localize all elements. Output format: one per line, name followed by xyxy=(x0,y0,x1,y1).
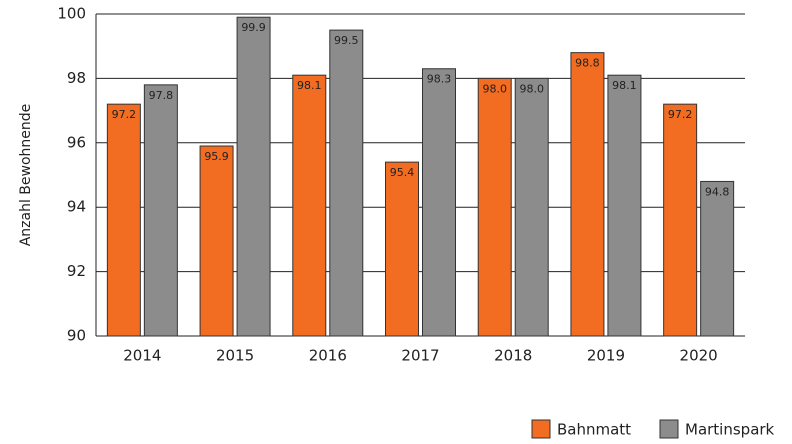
x-tick-label: 2019 xyxy=(587,347,625,365)
x-tick-label: 2018 xyxy=(494,347,532,365)
value-label: 98.1 xyxy=(297,79,322,92)
bar xyxy=(106,103,141,337)
value-label: 97.8 xyxy=(149,89,174,102)
bar xyxy=(477,77,512,337)
x-tick-label: 2015 xyxy=(216,347,254,365)
bar xyxy=(663,103,698,337)
value-label: 98.3 xyxy=(427,73,452,86)
bar xyxy=(199,145,234,337)
y-tick-label: 94 xyxy=(67,198,86,216)
value-label: 99.9 xyxy=(241,21,266,34)
legend-label: Bahnmatt xyxy=(557,421,631,439)
value-label: 95.4 xyxy=(390,166,415,179)
bar xyxy=(329,29,364,337)
bar xyxy=(422,68,456,337)
y-tick-label: 90 xyxy=(67,327,86,345)
value-label: 95.9 xyxy=(204,150,229,163)
bar xyxy=(236,16,271,337)
legend-swatch xyxy=(531,419,551,439)
y-tick-label: 100 xyxy=(57,5,86,23)
bar xyxy=(514,77,549,337)
y-tick-label: 98 xyxy=(67,69,86,87)
value-label: 97.2 xyxy=(112,108,137,121)
value-label: 99.5 xyxy=(334,34,359,47)
legend-label: Martinspark xyxy=(685,421,775,439)
x-tick-label: 2014 xyxy=(123,347,161,365)
bar xyxy=(700,180,735,337)
legend-swatch xyxy=(659,419,679,439)
bar xyxy=(570,52,605,337)
y-tick-label: 92 xyxy=(67,262,86,280)
bar xyxy=(385,161,419,337)
bar xyxy=(143,84,178,337)
value-label: 98.1 xyxy=(612,79,637,92)
x-tick-label: 2017 xyxy=(401,347,439,365)
value-label: 98.0 xyxy=(519,82,544,95)
value-label: 98.0 xyxy=(482,82,507,95)
y-axis-label: Anzahl Bewohnende xyxy=(18,104,34,247)
value-label: 97.2 xyxy=(668,108,693,121)
y-tick-label: 96 xyxy=(67,133,86,151)
bar xyxy=(292,74,327,337)
bar xyxy=(607,74,642,337)
x-tick-label: 2020 xyxy=(680,347,718,365)
value-label: 94.8 xyxy=(705,185,730,198)
x-tick-label: 2016 xyxy=(309,347,347,365)
value-label: 98.8 xyxy=(575,57,600,70)
